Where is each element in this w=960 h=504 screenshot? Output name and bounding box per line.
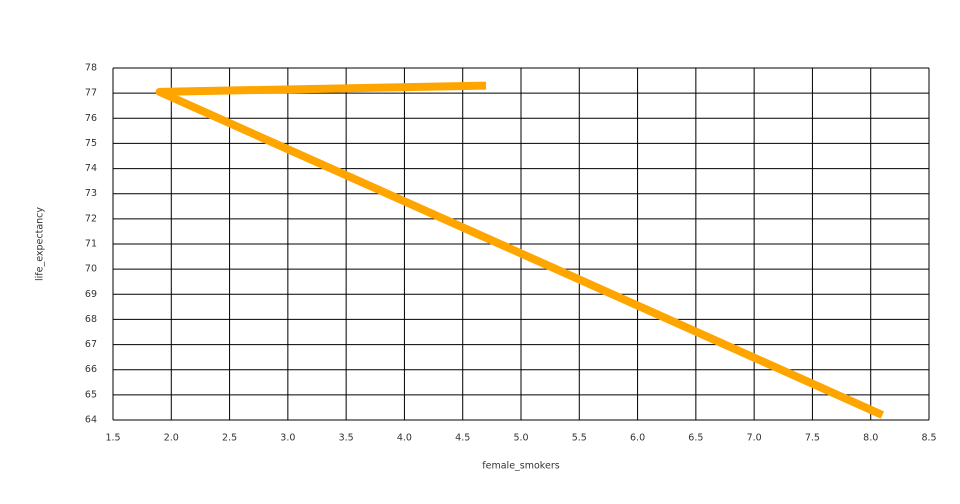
x-tick-label: 5.5 — [572, 433, 587, 444]
y-tick-label: 69 — [85, 289, 97, 300]
y-tick-label: 66 — [85, 364, 97, 375]
x-tick-label: 3.0 — [280, 433, 295, 444]
line — [155, 81, 885, 419]
x-tick-label: 8.0 — [863, 433, 878, 444]
x-tick-label: 6.0 — [630, 433, 645, 444]
y-tick-label: 68 — [85, 314, 97, 325]
y-tick-label: 75 — [85, 138, 97, 149]
y-tick-label: 76 — [85, 113, 97, 124]
y-tick-label: 70 — [85, 264, 97, 275]
y-tick-label: 65 — [85, 389, 97, 400]
y-tick-label: 71 — [85, 239, 97, 250]
x-tick-label: 5.0 — [513, 433, 528, 444]
x-tick-label: 4.0 — [397, 433, 412, 444]
x-tick-label: 7.0 — [747, 433, 762, 444]
x-tick-label: 7.5 — [805, 433, 820, 444]
x-axis-label: female_smokers — [482, 461, 559, 472]
x-tick-label: 1.5 — [105, 433, 120, 444]
x-tick-label: 8.5 — [921, 433, 936, 444]
y-tick-label: 67 — [85, 339, 97, 350]
y-tick-label: 73 — [85, 188, 97, 199]
y-tick-label: 78 — [85, 63, 97, 74]
x-tick-label: 2.0 — [164, 433, 179, 444]
x-tick-label: 4.5 — [455, 433, 470, 444]
x-tick-label: 3.5 — [339, 433, 354, 444]
y-tick-label: 74 — [85, 163, 97, 174]
y-tick-label: 64 — [85, 415, 97, 426]
y-axis-label: life_expectancy — [35, 207, 46, 281]
y-tick-label: 72 — [85, 213, 97, 224]
x-tick-label: 2.5 — [222, 433, 237, 444]
y-tick-label: 77 — [85, 88, 97, 99]
x-tick-label: 6.5 — [688, 433, 703, 444]
